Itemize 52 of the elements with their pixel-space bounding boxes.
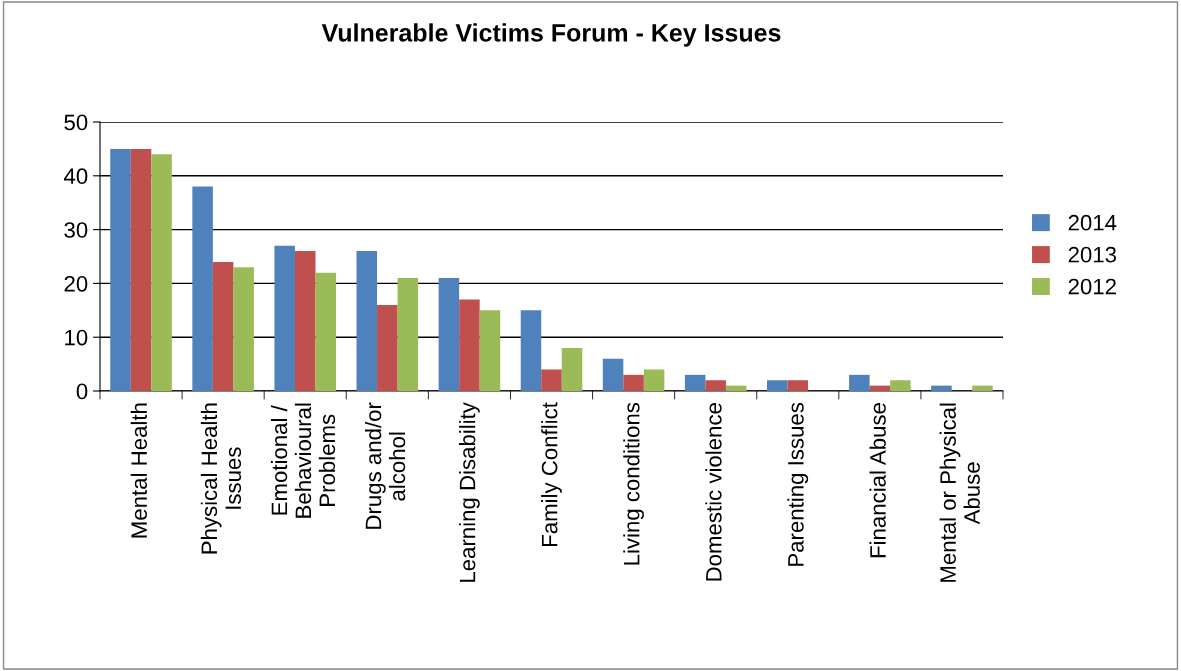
bar	[294, 251, 316, 391]
y-tick-label: 50	[64, 114, 88, 131]
bar	[725, 385, 747, 391]
x-tick-label: Financial Abuse	[869, 403, 886, 558]
bar	[130, 148, 152, 391]
y-tick-label: 20	[64, 275, 88, 292]
bar	[849, 374, 870, 391]
x-tick-label: Family Conflict	[541, 402, 562, 546]
bar	[684, 374, 706, 391]
x-tick-label: Parenting Issues	[787, 402, 809, 566]
bar	[459, 299, 480, 391]
bar	[561, 347, 583, 391]
bar	[931, 385, 952, 391]
legend-label: 2014	[1068, 214, 1117, 231]
bar	[602, 358, 624, 391]
y-tick-label: 40	[63, 168, 88, 185]
bar	[479, 310, 501, 391]
bar	[377, 304, 398, 391]
bar	[192, 186, 213, 391]
y-tick-label: 10	[65, 329, 88, 346]
bar	[520, 310, 542, 391]
bar	[869, 385, 891, 391]
bar	[397, 278, 419, 391]
chart-title: Vulnerable Victims Forum - Key Issues	[321, 23, 781, 47]
bar	[623, 374, 644, 391]
legend-label: 2012	[1068, 278, 1116, 295]
x-tick-label: Learning Disability	[459, 402, 480, 582]
x-tick-label: Emotional / Behavioural Problems	[270, 403, 336, 518]
bar	[541, 369, 562, 391]
bar	[890, 380, 911, 391]
y-tick-label: 30	[64, 222, 88, 238]
bar	[643, 369, 665, 391]
bar	[212, 261, 234, 391]
bar	[233, 267, 254, 391]
x-tick-label: Mental Health	[130, 403, 148, 538]
x-tick-label: Mental or Physical Abuse	[939, 403, 980, 582]
bar	[766, 380, 788, 391]
legend-label: 2013	[1068, 246, 1117, 263]
bar	[315, 272, 337, 391]
x-tick-label: Domestic violence	[705, 403, 722, 581]
bar	[705, 380, 726, 391]
bar	[110, 148, 131, 391]
bar	[438, 278, 460, 391]
y-tick-label: 0	[76, 383, 88, 400]
bar	[151, 154, 172, 391]
bar	[972, 385, 993, 391]
bar	[274, 245, 295, 391]
bar	[787, 380, 809, 391]
bar	[356, 251, 378, 391]
x-tick-label: Living conditions	[623, 402, 644, 565]
x-tick-label: Drugs and/or alcohol	[364, 402, 406, 529]
x-tick-label: Physical Health Issues	[200, 403, 242, 554]
